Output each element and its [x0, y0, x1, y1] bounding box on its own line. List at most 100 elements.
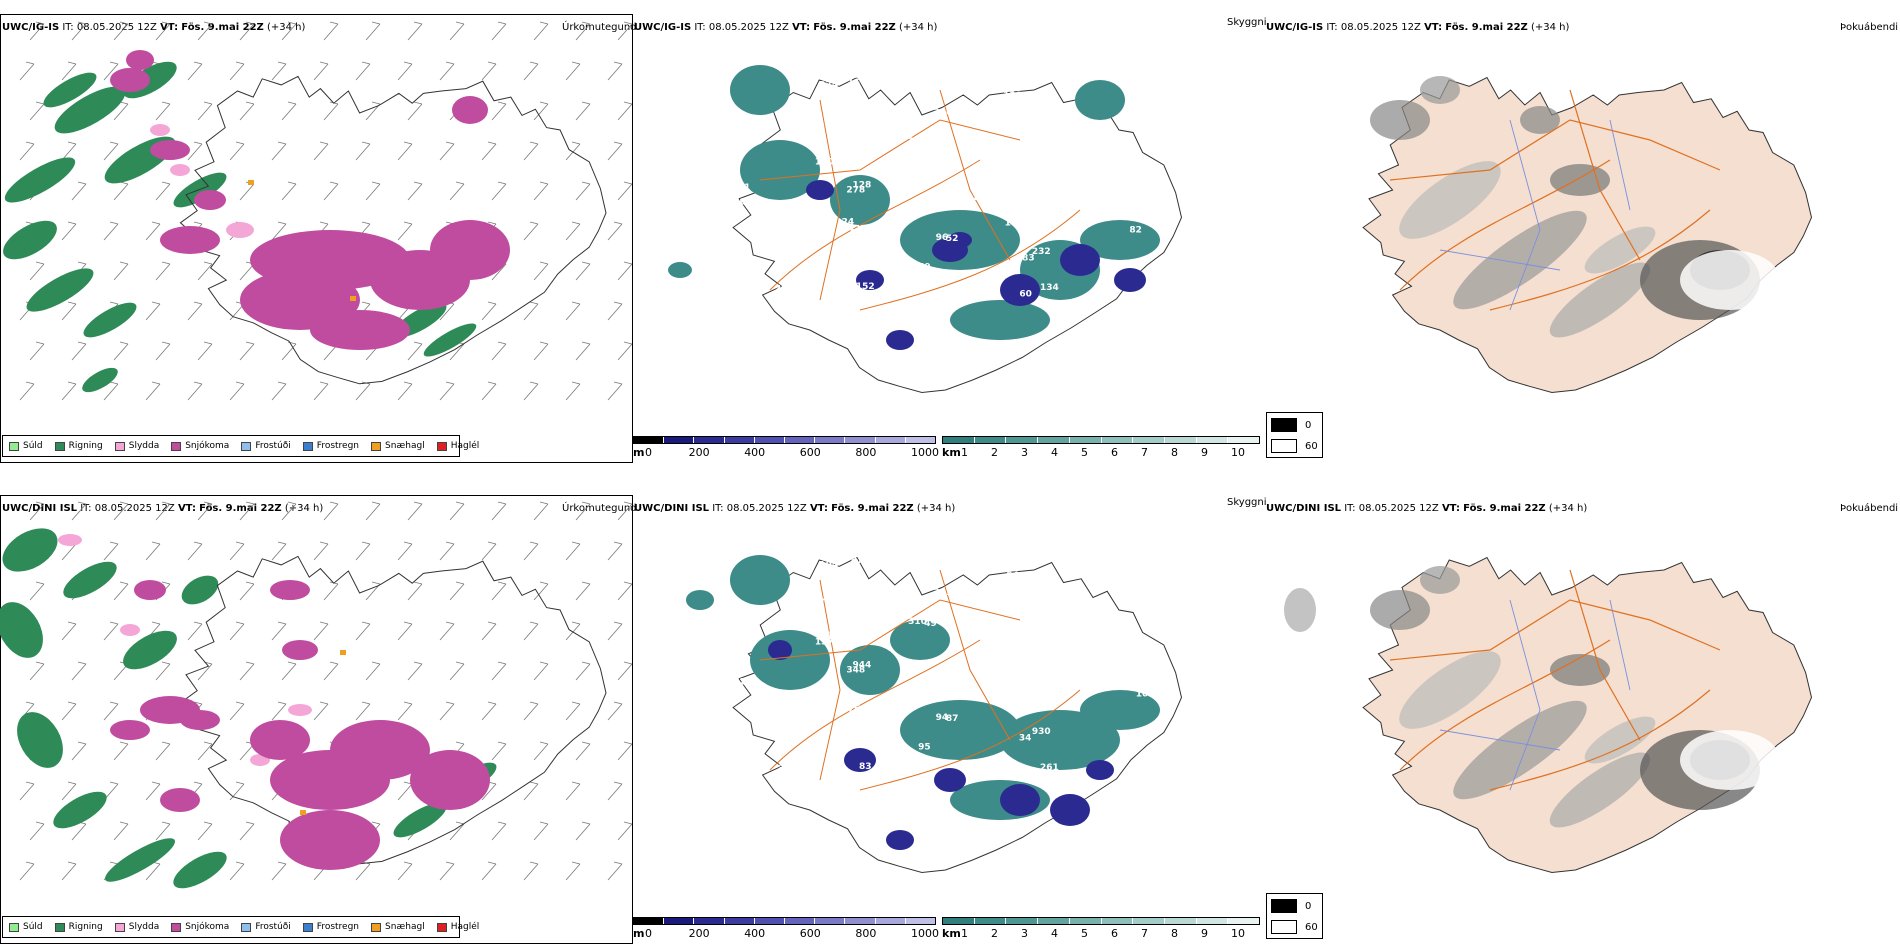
wind-barb	[575, 821, 591, 841]
low-visibility-area	[730, 65, 790, 115]
wind-barb	[523, 141, 539, 161]
wind-barb	[113, 821, 129, 841]
forecast-header: UWC/IG-IS IT: 08.05.2025 12Z VT: Fös. 9.…	[1266, 22, 1569, 34]
legend-swatch	[171, 922, 182, 932]
vt-label: VT:	[1424, 22, 1443, 33]
visibility-value-label: 80	[788, 705, 801, 715]
wind-barb	[103, 621, 119, 641]
colorbar-tick-label: 0	[645, 927, 652, 940]
fog-indicator-area	[1370, 590, 1430, 630]
visibility-value-label: 930	[1032, 727, 1051, 737]
wind-barb	[533, 21, 549, 41]
colorbar-tick-label: 600	[799, 446, 821, 459]
vt-value: Fös. 9.mai 22Z	[1445, 22, 1528, 33]
road	[1389, 119, 1721, 181]
vt-label: VT:	[177, 503, 196, 514]
wind-barb	[61, 621, 77, 641]
low-visibility-area	[1080, 220, 1160, 260]
road	[1389, 599, 1721, 661]
cloud-legend: 0 60	[1266, 893, 1323, 939]
wind-barb	[439, 621, 455, 641]
wind-barb	[61, 861, 77, 881]
wind-barb	[113, 261, 129, 281]
wind-barb	[155, 21, 171, 41]
model-name: UWC/IG-IS	[1266, 22, 1324, 33]
snow-area	[126, 50, 154, 70]
wind-barb	[491, 581, 507, 601]
visibility-value-label: 168	[921, 139, 940, 149]
fog-area	[1086, 760, 1114, 780]
visibility-value-label: 183	[795, 296, 814, 306]
wind-barb	[197, 821, 213, 841]
ice-pellet-marker	[300, 810, 306, 815]
wind-barb	[187, 61, 203, 81]
colorbar-unit: m	[633, 446, 645, 459]
legend-label: Súld	[23, 441, 43, 451]
precip-legend: Súld Rigning Slydda Snjókoma Frostúði Frostre…	[2, 435, 479, 457]
wind-barb	[533, 341, 549, 361]
wind-barb	[355, 541, 371, 561]
visibility-value-label: 234	[819, 81, 838, 91]
wind-barb	[523, 541, 539, 561]
wind-barb	[187, 301, 203, 321]
vt-value: Fös. 9.mai 22Z	[199, 503, 282, 514]
wind-barb	[575, 741, 591, 761]
colorbar-segment	[875, 918, 906, 924]
snow-area	[160, 226, 220, 254]
cloud-legend: 0 60	[1266, 412, 1323, 458]
visibility-value-label: 93	[836, 112, 849, 122]
vt-label: VT:	[1441, 503, 1460, 514]
it-label: IT:	[80, 503, 92, 514]
fog-area	[768, 640, 792, 660]
river	[1439, 249, 1561, 271]
wind-barb	[491, 501, 507, 521]
visibility-value-label: 59	[918, 263, 931, 273]
visibility-value-label: 183	[1016, 254, 1035, 264]
rain-area	[393, 802, 447, 838]
fog-indicator-area	[1520, 106, 1560, 134]
wind-barb	[197, 501, 213, 521]
visibility-value-label: 118	[1025, 635, 1044, 645]
fog-area	[1060, 244, 1100, 276]
wind-barb	[271, 861, 287, 881]
fog-indicator-area	[1399, 161, 1501, 239]
wind-barb	[29, 581, 45, 601]
cloud-map	[1284, 556, 1813, 874]
model-name: UWC/DINI ISL	[1266, 503, 1342, 514]
wind-barb	[145, 221, 161, 241]
colorbar-segment	[785, 918, 816, 924]
wind-barb	[449, 581, 465, 601]
wind-barb	[365, 101, 381, 121]
wind-barb	[113, 501, 129, 521]
model-name: UWC/DINI ISL	[634, 503, 710, 514]
wind-barb	[407, 661, 423, 681]
wind-barb	[71, 21, 87, 41]
model-name: UWC/IG-IS	[634, 22, 692, 33]
low-visibility-area	[1075, 80, 1125, 120]
legend-item: Súld	[9, 922, 43, 932]
visibility-value-label: 24	[842, 217, 855, 227]
wind-barb	[397, 221, 413, 241]
legend-label: Snjókoma	[185, 922, 230, 932]
rain-area	[105, 838, 175, 882]
visibility-value-label: 122	[848, 76, 867, 86]
visibility-value-label: 68	[1017, 693, 1030, 703]
cloud-legend-item: 0	[1271, 418, 1311, 432]
visibility-value-label: 70	[1027, 580, 1040, 590]
wind-barb	[523, 861, 539, 881]
wind-barb	[113, 21, 129, 41]
snow-area	[410, 750, 490, 810]
visibility-value-label: 43	[735, 663, 748, 673]
wind-barb	[617, 261, 633, 281]
colorbar-strip	[942, 436, 1260, 444]
visibility-value-label: 81	[879, 769, 892, 779]
colorbar-segment	[905, 437, 936, 443]
wind-barb	[229, 621, 245, 641]
colorbar-tick-label: 10	[1231, 446, 1245, 459]
wind-barb	[103, 221, 119, 241]
wind-barb	[365, 661, 381, 681]
legend-label: Slydda	[128, 441, 160, 451]
wind-barb	[491, 661, 507, 681]
it-value: 08.05.2025 12Z	[726, 503, 807, 514]
wind-barb	[481, 621, 497, 641]
